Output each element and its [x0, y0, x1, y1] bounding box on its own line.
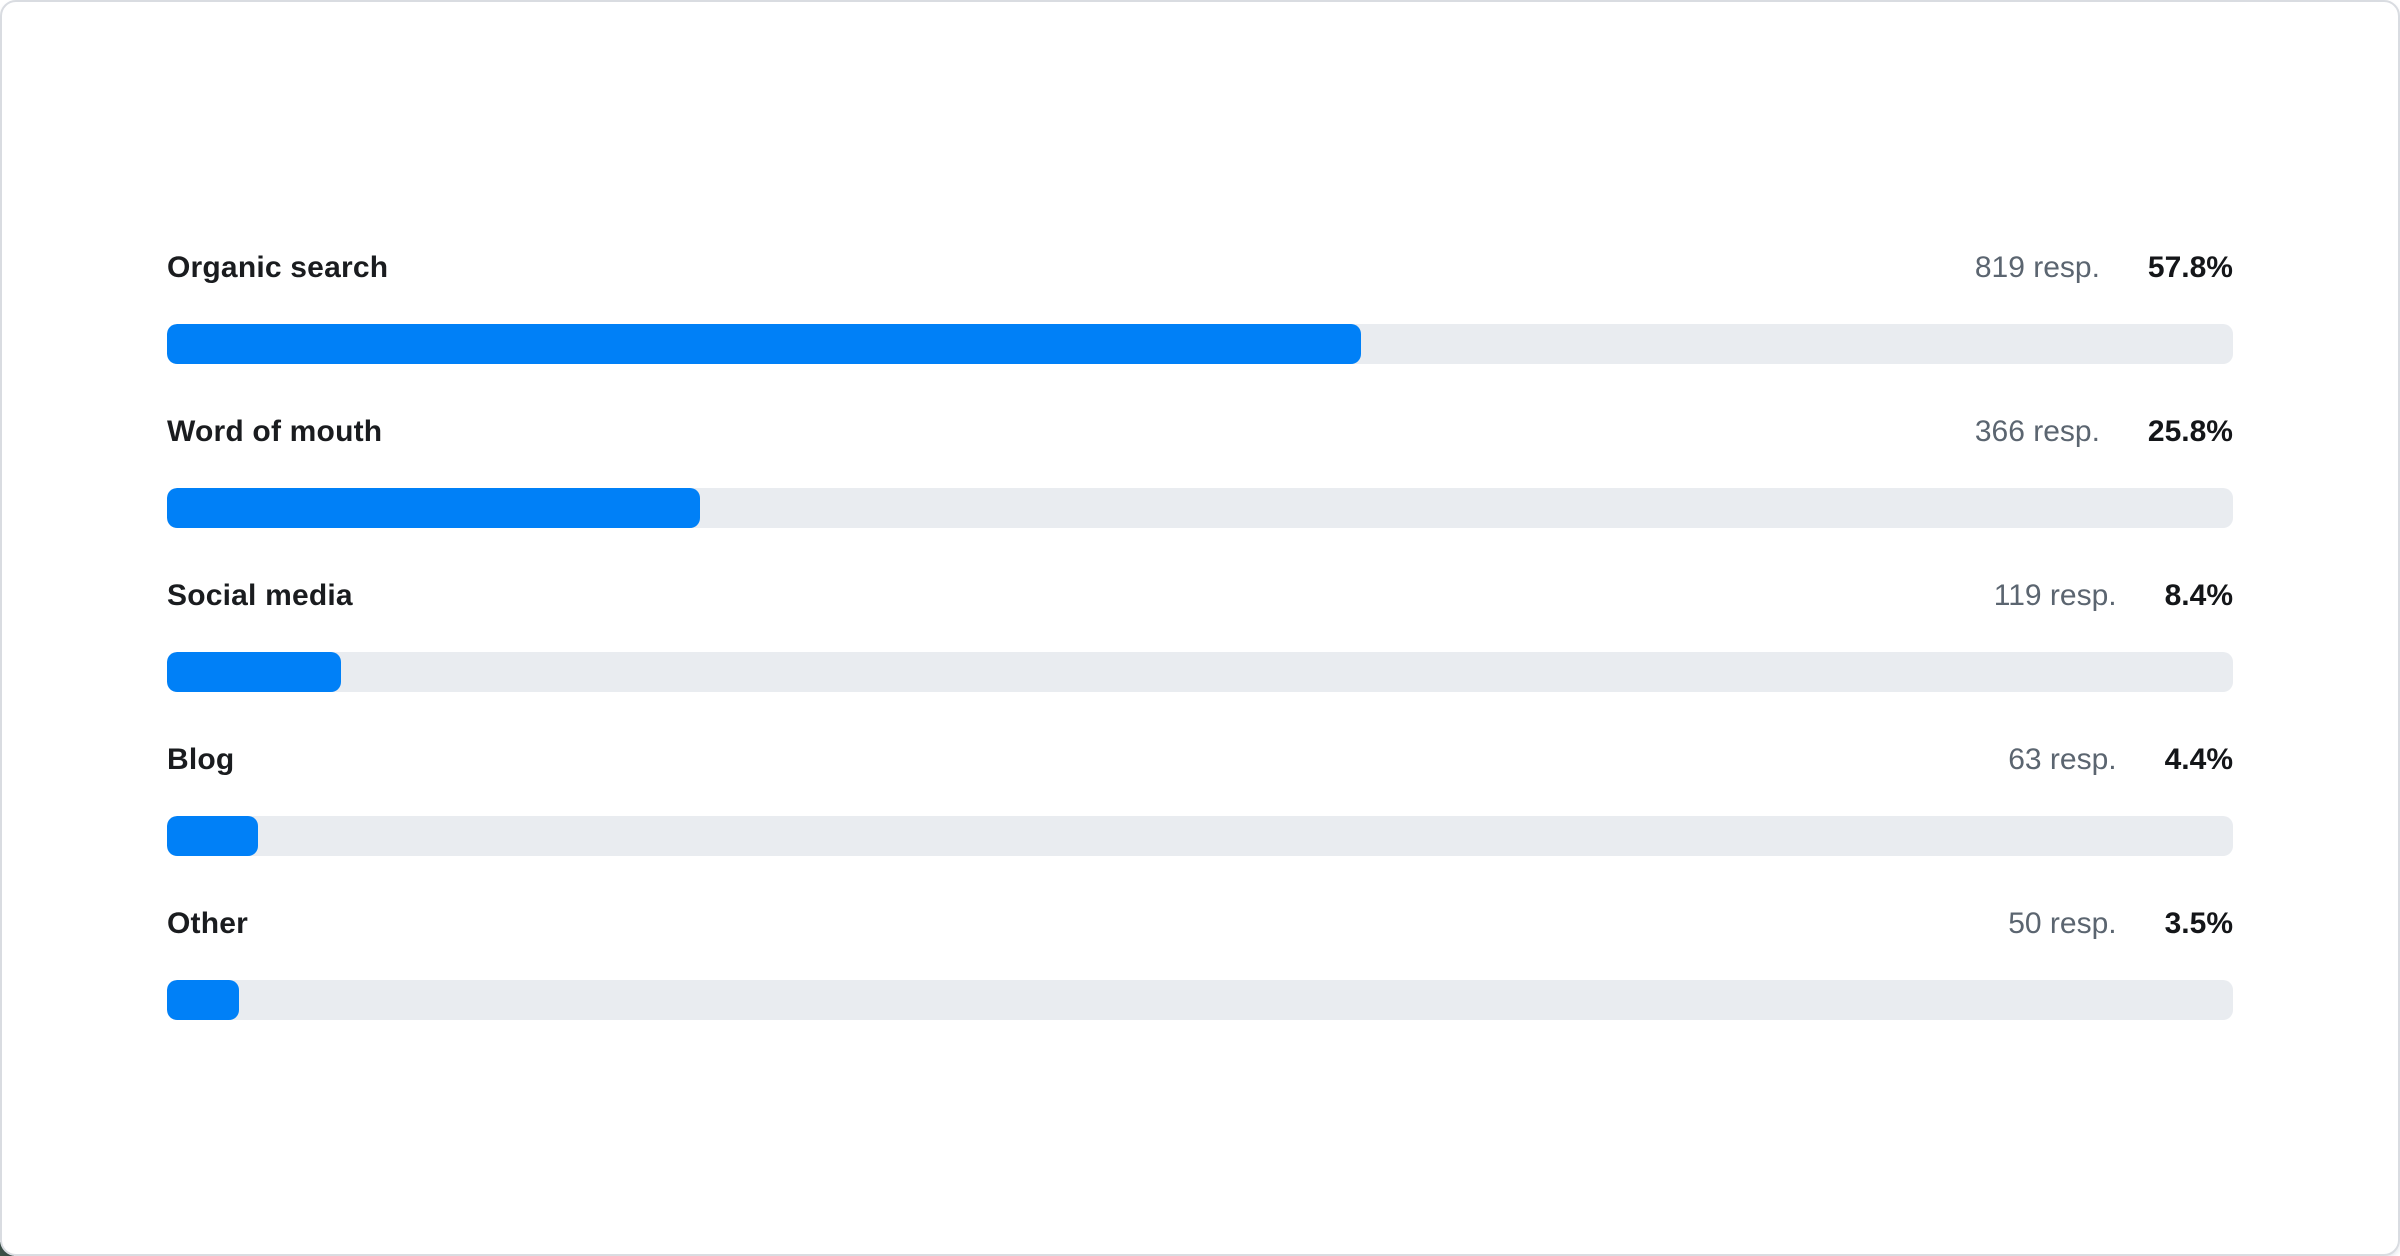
bar-fill	[167, 816, 258, 856]
bar-fill	[167, 488, 701, 528]
percent-value: 57.8%	[2147, 251, 2233, 284]
category-label: Other	[167, 907, 249, 940]
bar-fill	[167, 980, 240, 1020]
bar-fill	[167, 652, 341, 692]
row-header: Social media 119 resp. 8.4%	[167, 574, 2233, 618]
chart-row: Other 50 resp. 3.5%	[167, 902, 2233, 1020]
chart-row: Word of mouth 366 resp. 25.8%	[167, 410, 2233, 528]
percent-value: 25.8%	[2147, 415, 2233, 448]
bar-fill	[167, 324, 1362, 364]
row-header: Organic search 819 resp. 57.8%	[167, 246, 2233, 290]
bar-track	[167, 488, 2233, 528]
category-label: Word of mouth	[167, 415, 383, 448]
category-label: Social media	[167, 579, 353, 612]
category-label: Blog	[167, 743, 235, 776]
responses-count: 366 resp.	[1974, 415, 2100, 448]
responses-count: 50 resp.	[2008, 907, 2117, 940]
percent-value: 8.4%	[2164, 579, 2233, 612]
row-header: Blog 63 resp. 4.4%	[167, 738, 2233, 782]
row-header: Other 50 resp. 3.5%	[167, 902, 2233, 946]
bar-track	[167, 980, 2233, 1020]
percent-value: 4.4%	[2164, 743, 2233, 776]
percent-value: 3.5%	[2164, 907, 2233, 940]
chart-row: Social media 119 resp. 8.4%	[167, 574, 2233, 692]
bar-track	[167, 816, 2233, 856]
row-header: Word of mouth 366 resp. 25.8%	[167, 410, 2233, 454]
category-label: Organic search	[167, 251, 389, 284]
responses-count: 63 resp.	[2008, 743, 2117, 776]
bar-track	[167, 324, 2233, 364]
bar-track	[167, 652, 2233, 692]
responses-count: 819 resp.	[1974, 251, 2100, 284]
chart-row: Organic search 819 resp. 57.8%	[167, 246, 2233, 364]
chart-row: Blog 63 resp. 4.4%	[167, 738, 2233, 856]
responses-count: 119 resp.	[1993, 579, 2117, 612]
bar-chart: Organic search 819 resp. 57.8% Word of m…	[167, 246, 2233, 1020]
